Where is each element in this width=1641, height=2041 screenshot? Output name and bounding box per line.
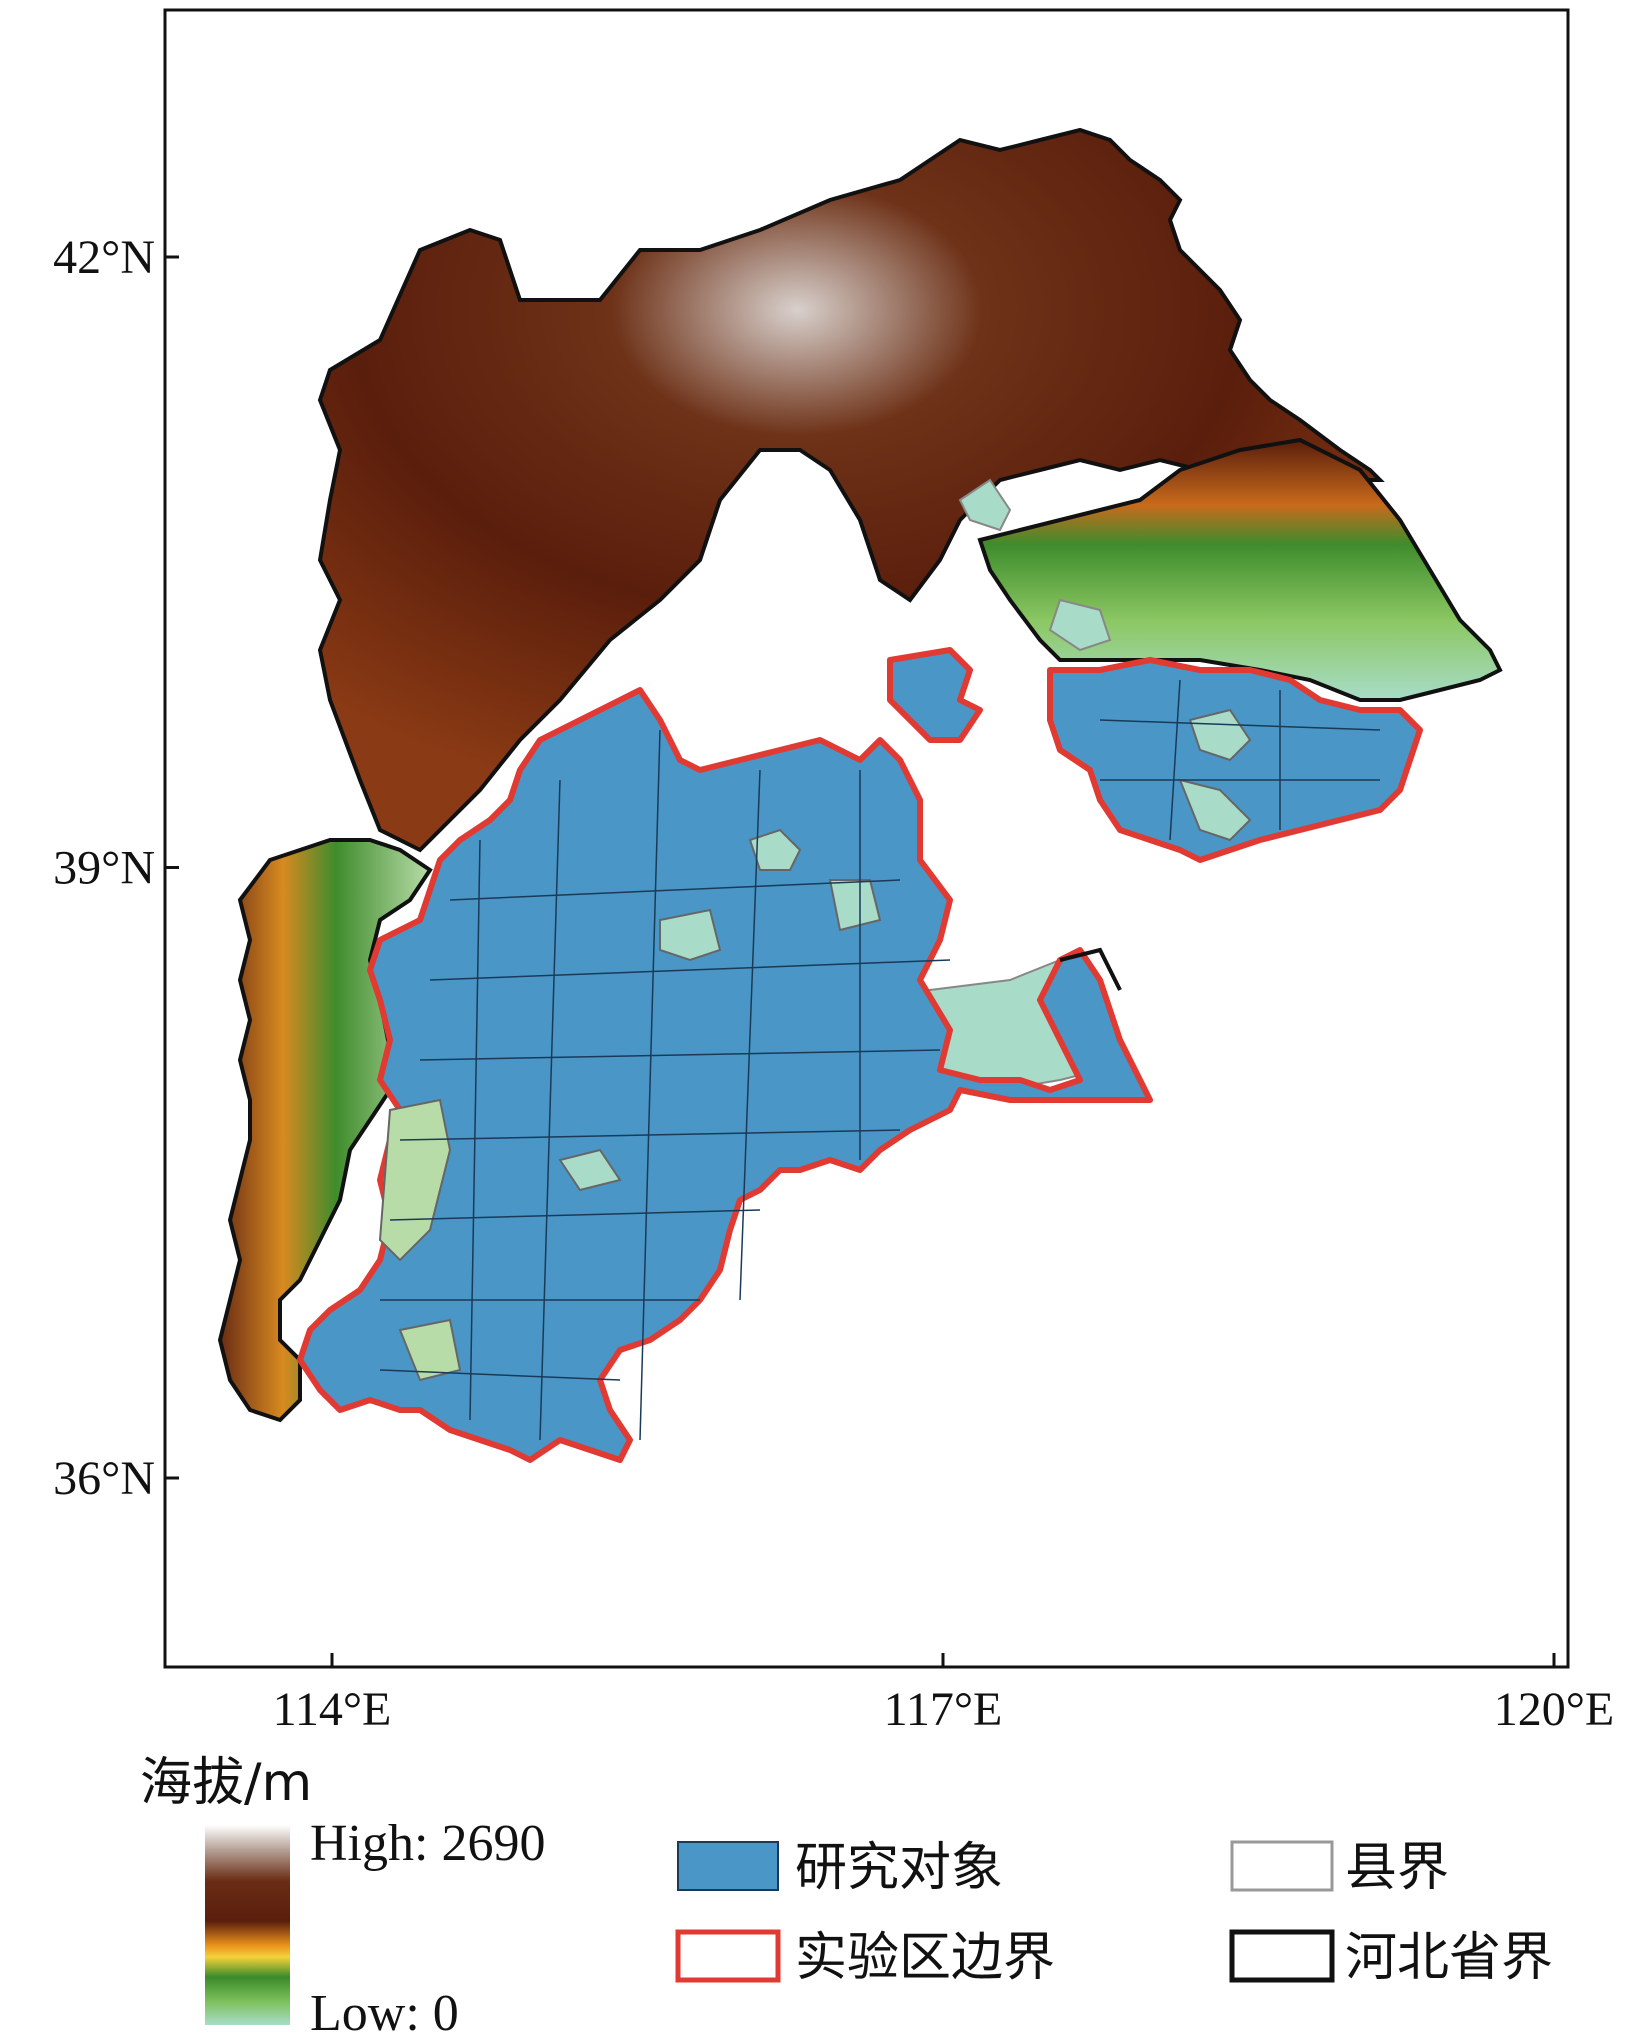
terrain-northeast — [977, 437, 1503, 702]
legend-label-county-boundary: 县界 — [1345, 1838, 1449, 1898]
terrain-west — [217, 838, 433, 1423]
province-coast-edge — [1059, 947, 1122, 991]
study-main-region — [297, 687, 1153, 1463]
y-axis-ticks: 42°N 39°N 36°N — [53, 231, 179, 1505]
light-pocket-7 — [1188, 708, 1252, 762]
elevation-low-label: Low: 0 — [310, 1985, 459, 2041]
x-tick-label: 120°E — [1494, 1683, 1615, 1736]
map-frame — [163, 8, 1570, 1669]
x-tick-label: 114°E — [273, 1683, 392, 1736]
legend-swatch-province-boundary — [1229, 1929, 1335, 1983]
x-tick-label: 117°E — [884, 1683, 1003, 1736]
y-tick-label: 36°N — [53, 1452, 155, 1505]
study-object-regions — [297, 647, 1423, 1463]
light-pocket-8 — [1178, 778, 1252, 842]
terrain-layer — [217, 127, 1503, 1423]
legend-swatch-experiment-boundary — [675, 1929, 781, 1983]
legend-label-study-object: 研究对象 — [795, 1838, 1003, 1898]
elevation-colorbar — [205, 1825, 290, 2025]
elevation-high-label: High: 2690 — [310, 1815, 545, 1872]
legend-label-experiment-boundary: 实验区边界 — [795, 1928, 1055, 1988]
light-pocket-6 — [398, 1318, 462, 1382]
y-tick-label: 39°N — [53, 842, 155, 895]
study-tianjin-region — [887, 647, 983, 743]
y-tick-label: 42°N — [53, 231, 155, 284]
elevation-title: 海拔/m — [140, 1753, 312, 1813]
legend-label-province-boundary: 河北省界 — [1345, 1928, 1553, 1988]
legend-swatch-county-boundary — [1230, 1840, 1334, 1892]
x-axis-ticks: 114°E 117°E 120°E — [273, 1653, 1615, 1736]
county-lines — [379, 679, 1381, 1441]
light-pocket-3 — [828, 879, 882, 932]
study-east-region — [1047, 657, 1423, 863]
light-pocket-1 — [748, 828, 802, 871]
light-pocket-4 — [558, 1148, 622, 1192]
legend: 海拔/m High: 2690 Low: 0 研究对象 实验区边界 县界 河北省… — [140, 1753, 1553, 2041]
legend-swatch-study-object — [677, 1841, 779, 1891]
light-pocket-2 — [659, 908, 722, 962]
